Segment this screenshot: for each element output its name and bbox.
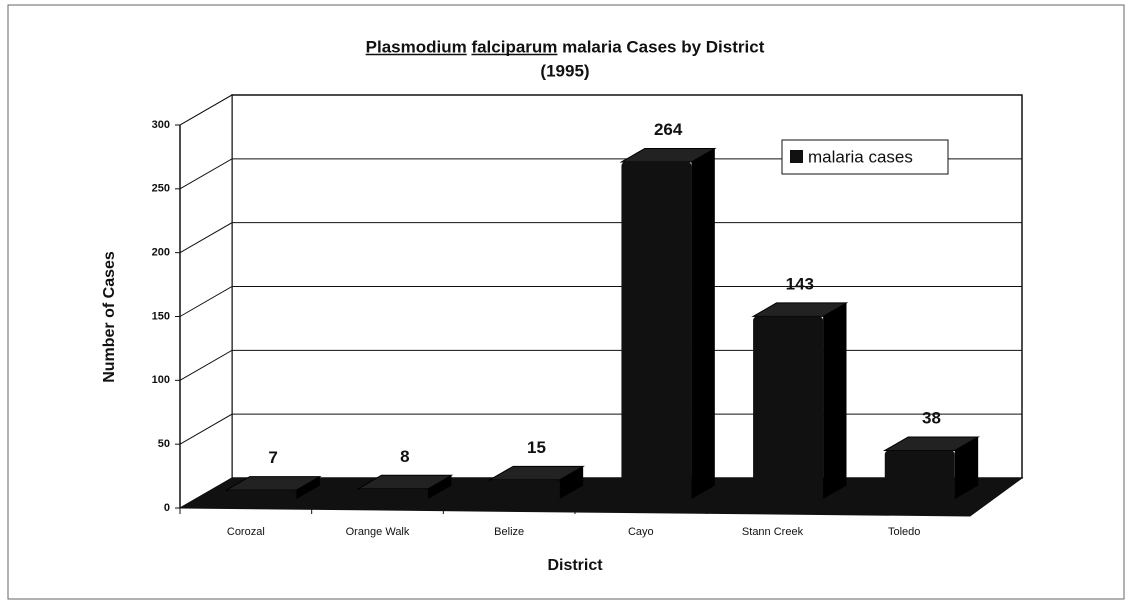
data-label: 7 (268, 448, 277, 467)
y-tick-label: 100 (152, 374, 170, 386)
grid-line (179, 222, 1022, 254)
x-tick-label: Corozal (227, 526, 265, 538)
bar (358, 488, 429, 499)
y-tick-label: 300 (152, 119, 170, 131)
bar-side (954, 436, 979, 499)
bar-side (823, 302, 847, 499)
legend-box (781, 139, 949, 175)
x-axis-label: District (547, 557, 603, 574)
data-label: 143 (786, 274, 814, 293)
grid-line (179, 286, 1022, 317)
legend-swatch (790, 150, 803, 163)
chart-title: Plasmodium falciparum malaria Cases by D… (366, 37, 765, 56)
y-tick-label: 200 (152, 247, 170, 259)
grid-line (179, 158, 1022, 190)
grid-line (179, 94, 1022, 126)
y-tick-label: 50 (158, 438, 170, 450)
data-label: 8 (400, 447, 409, 466)
y-tick-label: 0 (164, 502, 170, 514)
legend-label: malaria cases (808, 147, 913, 166)
bar-side (428, 475, 452, 499)
bar (226, 490, 297, 499)
bar-side (296, 476, 320, 499)
data-label: 38 (922, 408, 941, 427)
x-tick-label: Belize (494, 526, 524, 538)
bar-side (691, 148, 715, 499)
bar (884, 450, 955, 499)
y-tick-label: 250 (152, 183, 170, 195)
x-tick-label: Cayo (628, 526, 654, 538)
y-tick-label: 150 (152, 310, 170, 322)
data-label: 264 (654, 120, 683, 139)
bar (489, 479, 560, 499)
frame (7, 4, 1125, 600)
bar (621, 161, 692, 499)
bar (753, 316, 824, 499)
x-tick-label: Stann Creek (742, 526, 804, 538)
bar-side (559, 466, 584, 499)
x-tick-label: Toledo (888, 526, 920, 538)
x-tick-label: Orange Walk (346, 526, 410, 538)
data-label: 15 (527, 438, 546, 457)
y-axis-label: Number of Cases (101, 251, 118, 383)
chart-subtitle: (1995) (540, 61, 589, 80)
